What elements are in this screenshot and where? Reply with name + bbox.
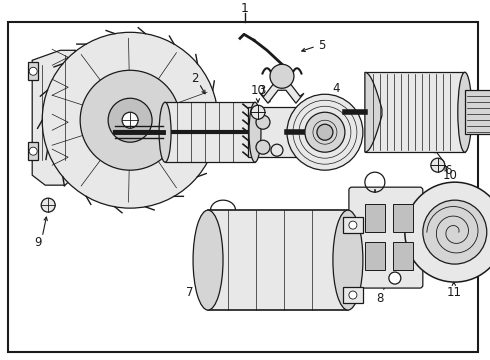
Circle shape — [287, 94, 363, 170]
Polygon shape — [260, 83, 304, 103]
Circle shape — [256, 115, 270, 129]
Text: 3: 3 — [258, 84, 266, 97]
Text: 10: 10 — [442, 169, 457, 182]
Circle shape — [349, 291, 357, 299]
Bar — [28, 142, 38, 160]
Ellipse shape — [249, 102, 261, 162]
Bar — [343, 287, 363, 303]
Text: 11: 11 — [446, 285, 461, 298]
Bar — [365, 242, 385, 270]
Bar — [365, 72, 465, 152]
FancyBboxPatch shape — [349, 187, 423, 288]
Bar — [343, 217, 363, 233]
Ellipse shape — [458, 72, 472, 152]
Bar — [248, 107, 303, 157]
Circle shape — [270, 64, 294, 88]
Circle shape — [349, 221, 357, 229]
Polygon shape — [365, 72, 382, 152]
Text: 9: 9 — [34, 235, 42, 249]
Text: 2: 2 — [191, 72, 199, 85]
Text: 7: 7 — [186, 285, 194, 298]
Circle shape — [42, 32, 218, 208]
Text: 10: 10 — [250, 84, 266, 97]
Circle shape — [389, 272, 401, 284]
Circle shape — [405, 182, 490, 282]
Ellipse shape — [333, 210, 363, 310]
Circle shape — [122, 112, 138, 128]
Bar — [465, 90, 490, 134]
Text: 6: 6 — [444, 164, 452, 177]
Bar — [393, 242, 413, 270]
Text: 5: 5 — [318, 39, 326, 52]
Text: 1: 1 — [241, 2, 249, 15]
Circle shape — [29, 147, 37, 155]
Circle shape — [431, 158, 445, 172]
Circle shape — [305, 112, 345, 152]
Bar — [208, 210, 348, 310]
Ellipse shape — [193, 210, 223, 310]
Bar — [365, 204, 385, 232]
Circle shape — [108, 98, 152, 142]
Bar — [28, 62, 38, 80]
Circle shape — [251, 105, 265, 119]
Ellipse shape — [159, 102, 171, 162]
Circle shape — [256, 140, 270, 154]
Bar — [393, 204, 413, 232]
Circle shape — [29, 67, 37, 75]
Circle shape — [317, 124, 333, 140]
Circle shape — [423, 200, 487, 264]
Circle shape — [271, 144, 283, 156]
Circle shape — [41, 198, 55, 212]
Circle shape — [80, 70, 180, 170]
Text: 8: 8 — [376, 292, 384, 305]
Polygon shape — [32, 50, 75, 185]
Bar — [165, 102, 255, 162]
Text: 4: 4 — [332, 82, 340, 95]
